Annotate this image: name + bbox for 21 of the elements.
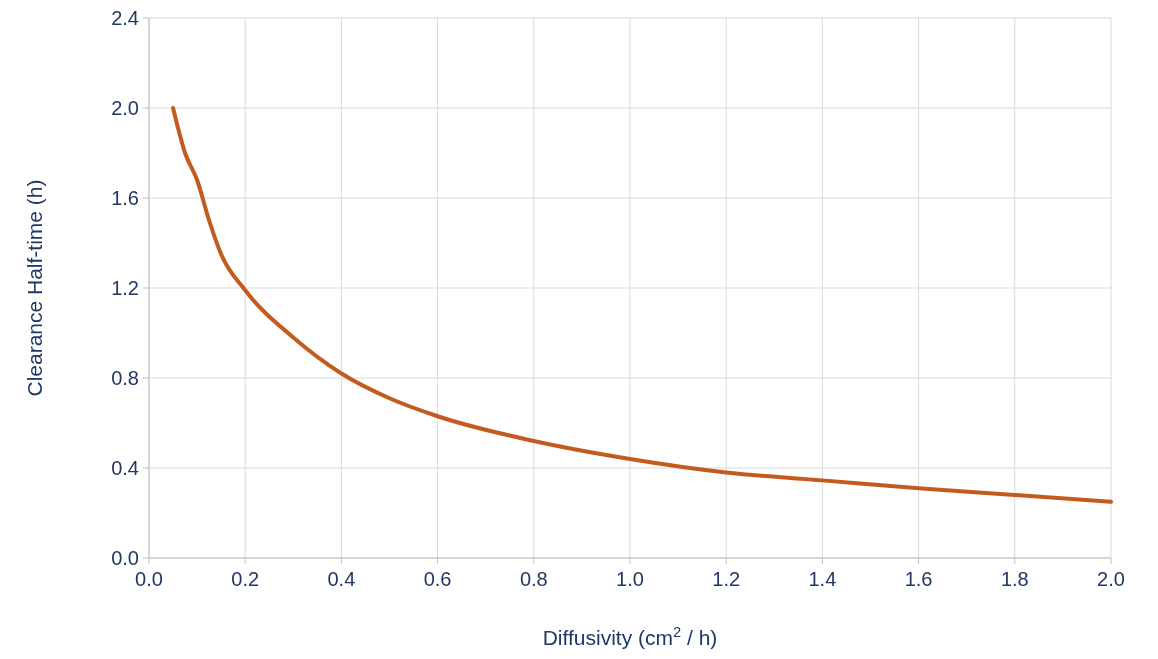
x-tick-label: 0.0 — [135, 568, 163, 590]
y-tick-label: 2.0 — [111, 97, 139, 119]
x-tick-label: 1.0 — [616, 568, 644, 590]
y-tick-label: 0.0 — [111, 547, 139, 569]
x-tick-label: 1.6 — [904, 568, 933, 590]
x-axis-title: Diffusivity (cm$^{2}$ / h) — [542, 624, 718, 649]
x-tick-label: 0.8 — [519, 568, 548, 590]
y-tick-label: 0.4 — [111, 457, 139, 479]
x-tick-label: 0.2 — [231, 568, 260, 590]
x-tick-label: 0.6 — [423, 568, 452, 590]
x-tick-label: 2.0 — [1097, 568, 1125, 590]
x-tick-label: 1.8 — [1000, 568, 1029, 590]
x-tick-label: 0.4 — [327, 568, 356, 590]
x-tick-label: 1.4 — [808, 568, 837, 590]
y-tick-label: 2.4 — [111, 7, 139, 29]
line-series — [171, 106, 1113, 504]
y-axis-title: Clearance Half-time (h) — [23, 179, 46, 397]
y-tick-label: 1.6 — [111, 187, 139, 209]
y-tick-label: 0.8 — [111, 367, 139, 389]
x-tick-label: 1.2 — [712, 568, 741, 590]
y-tick-label: 1.2 — [111, 277, 139, 299]
